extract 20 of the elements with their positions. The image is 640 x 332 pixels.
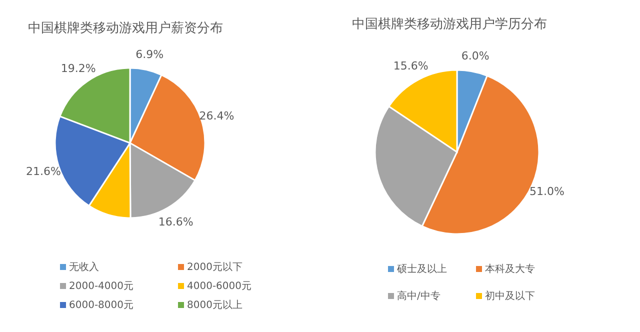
legend-label: 硕士及以上 <box>396 263 447 275</box>
legend-label: 高中/中专 <box>397 290 440 302</box>
data-label: 15.6% <box>393 60 428 73</box>
chart-title: 中国棋牌类移动游戏用户学历分布 <box>352 17 547 32</box>
chart-title: 中国棋牌类移动游戏用户薪资分布 <box>28 21 223 36</box>
data-label: 19.2% <box>60 62 96 76</box>
legend-label: 2000-4000元 <box>69 281 134 292</box>
data-label: 21.6% <box>26 165 61 178</box>
legend-label: 本科及大专 <box>485 263 535 275</box>
legend-label: 8000元以上 <box>187 299 242 311</box>
legend-label: 4000-6000元 <box>187 281 252 292</box>
legend-label: 2000元以下 <box>187 261 242 273</box>
legend-label: 初中及以下 <box>485 290 535 302</box>
data-label: 16.6% <box>158 216 194 229</box>
data-label: 26.4% <box>199 109 234 122</box>
data-label: 51.0% <box>529 184 564 198</box>
legend-label: 无收入 <box>69 261 99 273</box>
legend-label: 6000-8000元 <box>69 300 134 311</box>
data-label: 6.9% <box>136 48 164 62</box>
data-label: 6.0% <box>461 50 490 63</box>
